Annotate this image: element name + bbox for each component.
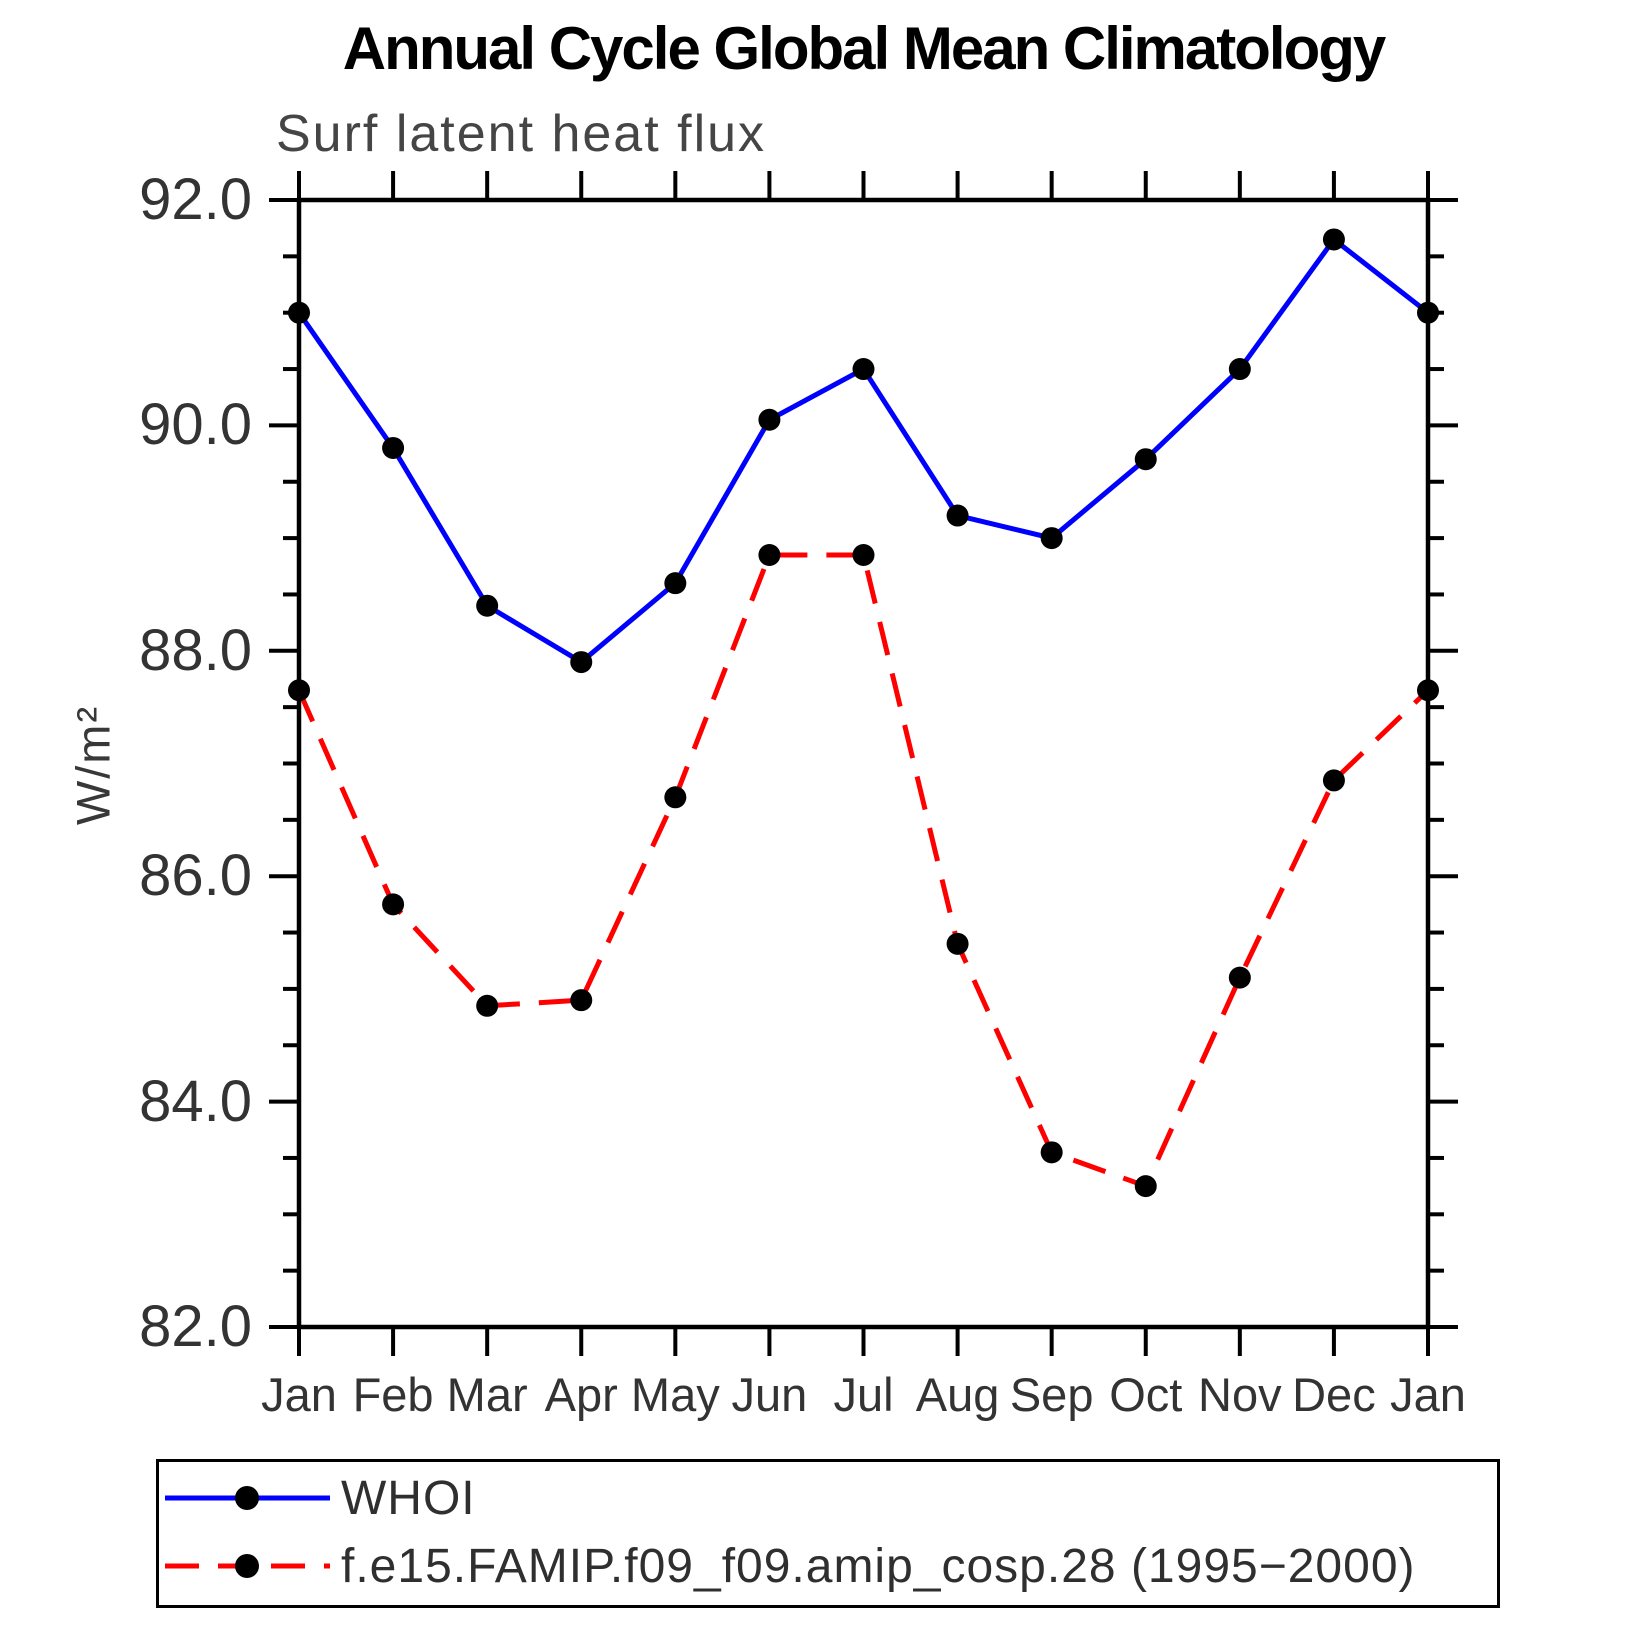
data-point-marker [382,893,405,916]
x-tick-label: May [630,1368,720,1421]
data-point-marker [758,408,781,431]
data-point-marker [476,994,499,1017]
y-tick-label: 84.0 [139,1068,252,1134]
data-point-marker [852,544,875,567]
x-tick-label: Feb [352,1368,434,1421]
legend-item-label: WHOI [341,1471,476,1525]
x-tick-label: Dec [1292,1368,1376,1421]
data-point-marker [852,358,875,381]
data-point-marker [758,544,781,567]
x-tick-label: Aug [915,1368,1000,1421]
x-tick-label: Jan [1390,1368,1466,1421]
series-line-0 [296,235,1430,666]
y-tick-label: 86.0 [139,843,252,909]
data-point-marker [1417,301,1439,324]
data-point-marker [1040,1141,1063,1164]
y-tick-label: 82.0 [139,1294,252,1359]
x-tick-label: Oct [1109,1368,1183,1421]
data-point-marker [1040,527,1063,550]
y-tick-label: 88.0 [139,617,252,683]
data-point-marker [664,572,687,595]
data-point-marker [570,651,593,674]
data-point-marker [1134,1175,1157,1198]
data-point-marker [664,786,687,809]
data-point-marker [1134,448,1157,471]
series-line-1 [296,552,1430,1190]
y-tick-label: 92.0 [139,167,252,232]
legend: WHOI f.e15.FAMIP.f09_f09.amip_cosp.28 (19… [156,1459,1500,1608]
data-point-marker [570,989,593,1012]
data-point-marker [1228,358,1251,381]
legend-item: f.e15.FAMIP.f09_f09.amip_cosp.28 (1995−2… [163,1536,1493,1596]
x-tick-label: Jul [833,1368,894,1421]
legend-marker [235,1554,259,1578]
data-point-marker [1322,228,1345,251]
data-point-marker [382,436,405,459]
x-tick-label: Apr [544,1368,618,1421]
legend-line-sample [165,1554,330,1578]
data-point-marker [946,504,969,527]
legend-marker [235,1486,259,1510]
y-axis-label: W/m² [66,704,120,826]
plot-border [296,197,1431,1330]
x-tick-label: Jun [731,1368,808,1421]
data-point-marker [288,301,310,324]
data-point-marker [1417,679,1439,702]
legend-item: WHOI [163,1468,1493,1528]
data-point-marker [1322,769,1345,792]
x-tick-label: Mar [446,1368,528,1421]
y-tick-label: 90.0 [139,392,252,458]
data-point-marker [288,679,310,702]
data-point-marker [946,932,969,955]
data-point-marker [1228,966,1251,989]
data-point-marker [476,594,499,617]
x-tick-label: Jan [261,1368,337,1421]
legend-line-sample [165,1486,330,1510]
legend-item-label: f.e15.FAMIP.f09_f09.amip_cosp.28 (1995−2… [341,1539,1416,1593]
chart-title: Annual Cycle Global Mean Climatology [342,15,1387,82]
x-tick-label: Nov [1198,1368,1282,1421]
x-tick-label: Sep [1009,1368,1094,1421]
chart-subtitle: Surf latent heat flux [276,105,767,163]
